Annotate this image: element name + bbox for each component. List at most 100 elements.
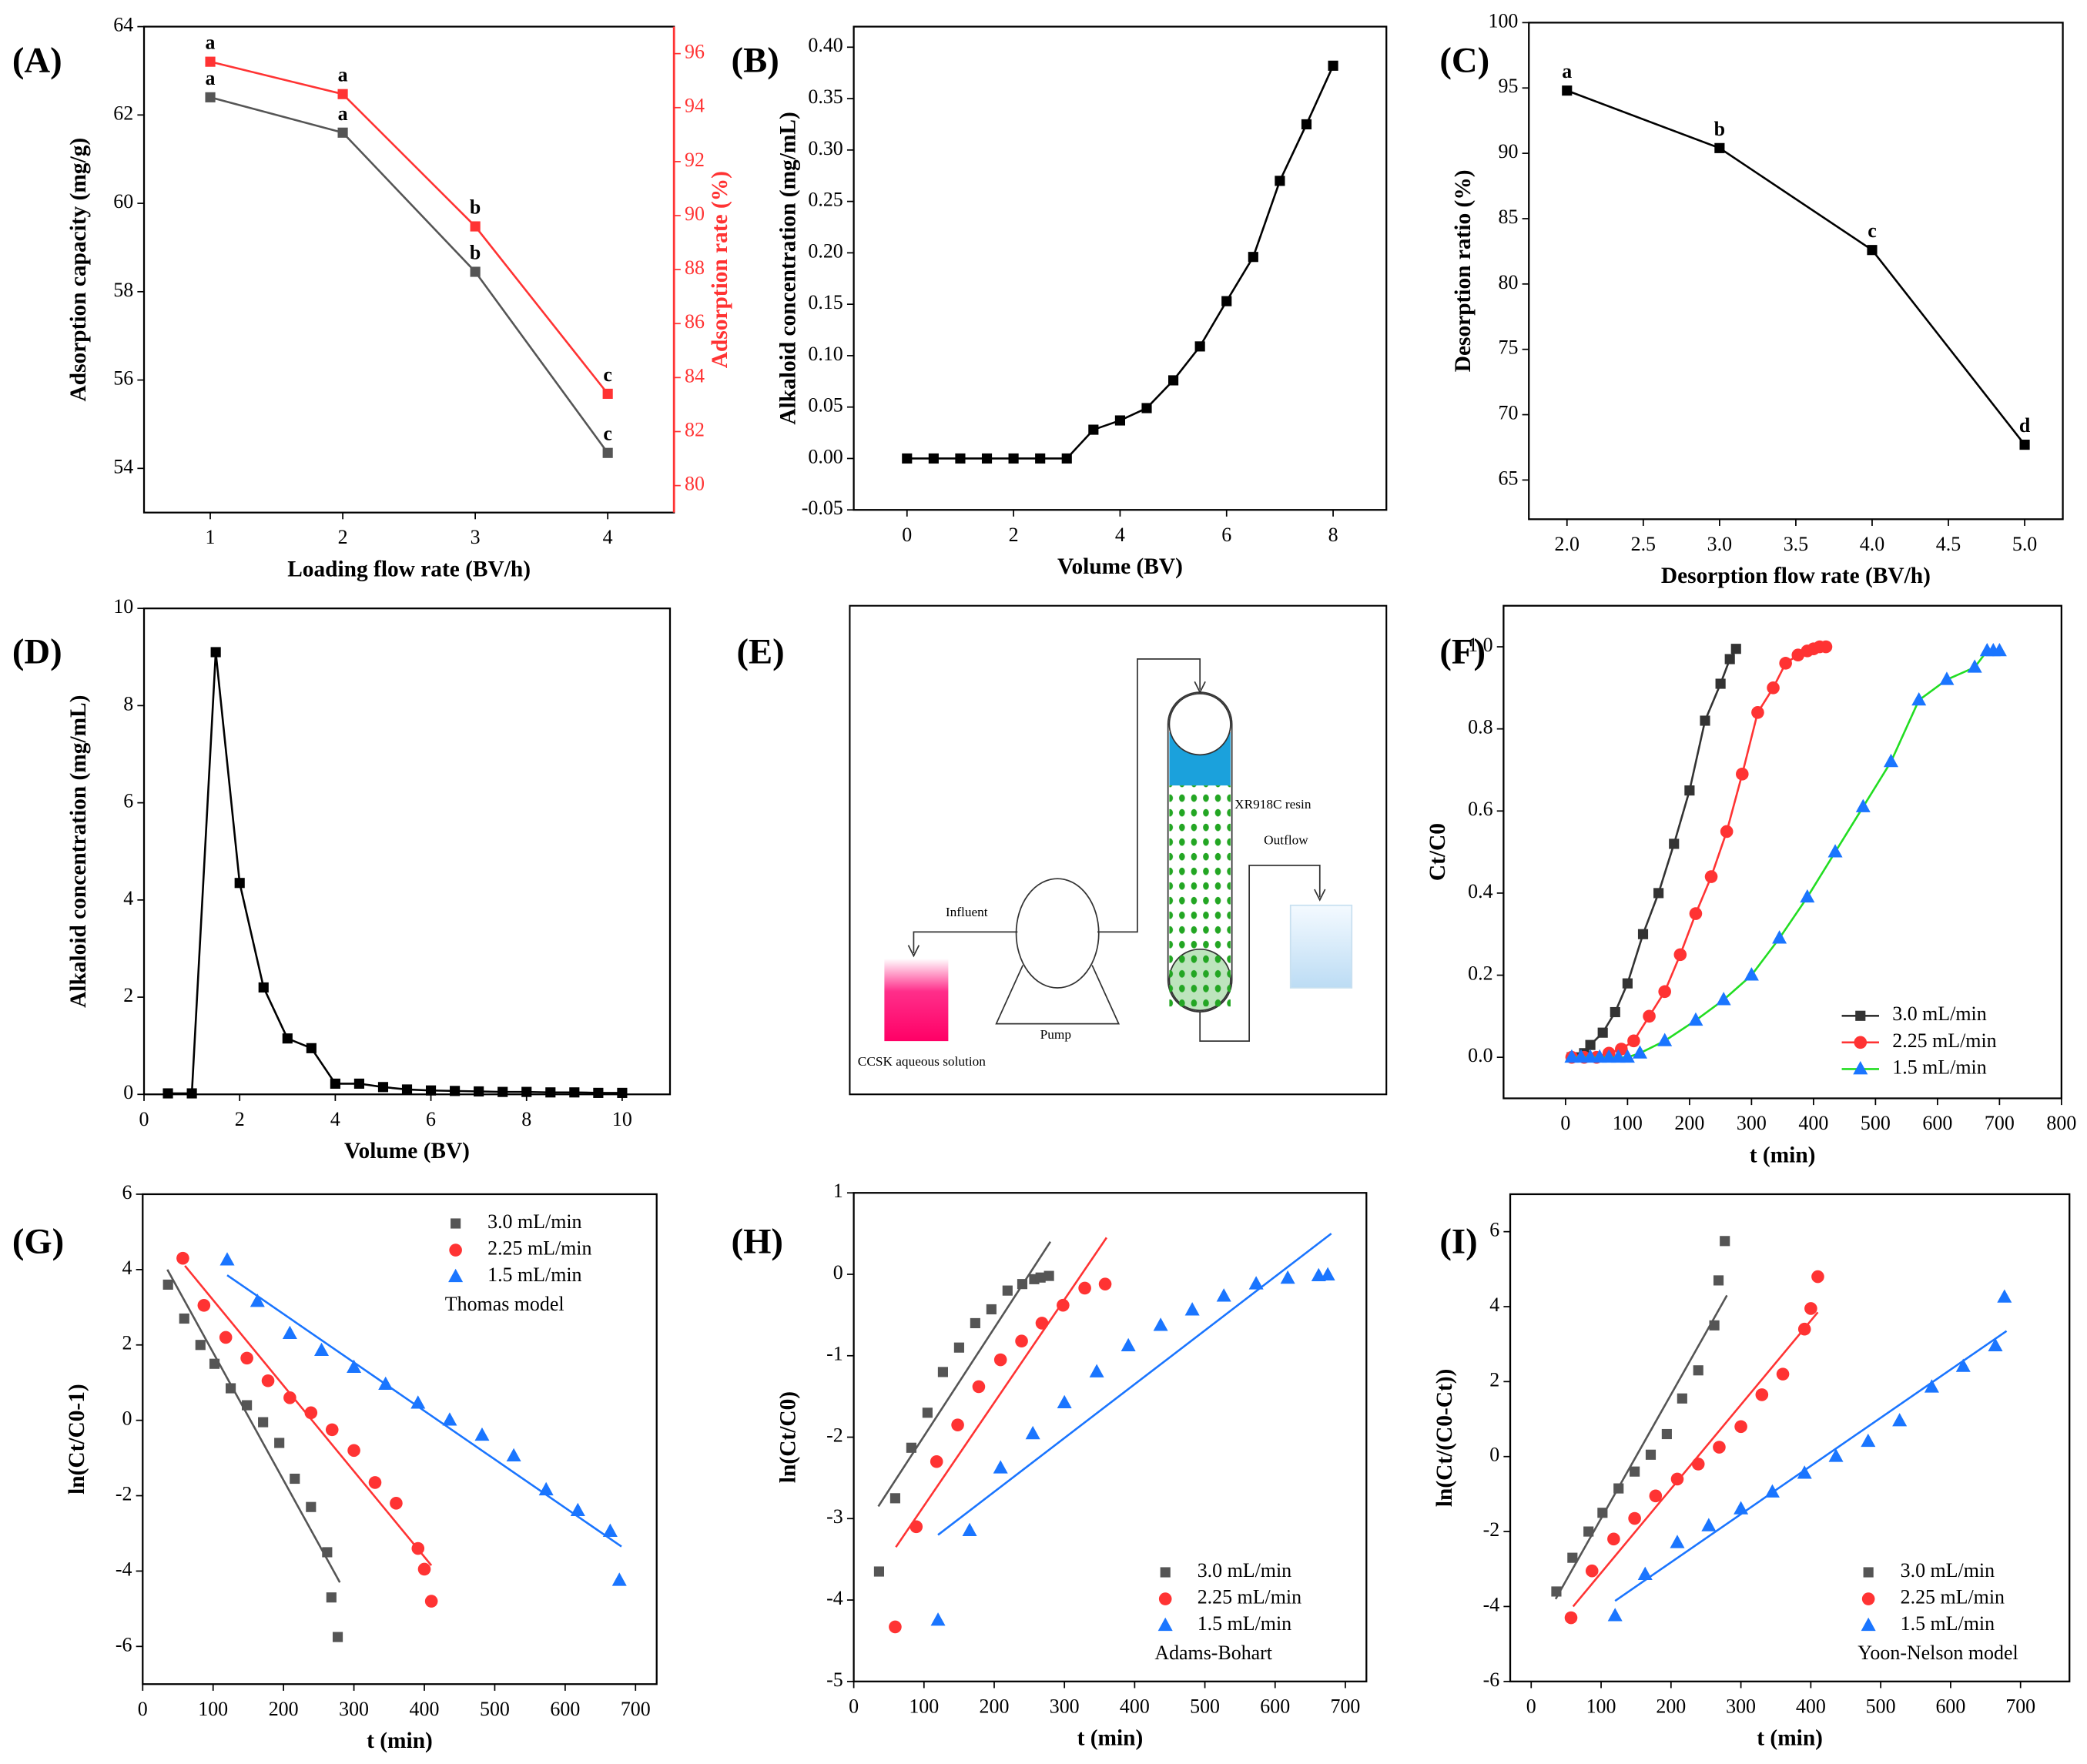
y-tick-label: 0.8 [1468, 716, 1492, 738]
x-tick-label: 800 [2046, 1112, 2076, 1134]
y-tick-label: 0.30 [808, 137, 843, 159]
marker [538, 1481, 554, 1496]
plot-frame [1528, 22, 2064, 520]
marker [205, 92, 216, 102]
marker [953, 1342, 964, 1353]
x-axis-label: Volume (BV) [1057, 554, 1183, 579]
y-tick-label: 0.40 [808, 34, 843, 56]
marker [1221, 296, 1232, 306]
marker [1627, 1034, 1640, 1048]
marker [1562, 85, 1573, 96]
marker [1992, 642, 2007, 657]
x-tick-label: 3.5 [1784, 533, 1808, 555]
marker [1804, 1302, 1817, 1315]
marker [1670, 1472, 1684, 1486]
significance-letter: b [470, 241, 481, 263]
marker [1248, 1276, 1264, 1290]
marker [1564, 1611, 1578, 1625]
y-tick-label: 0 [123, 1081, 133, 1103]
x-axis-label: t (min) [1750, 1143, 1816, 1167]
pipe-outflow [1199, 865, 1321, 1042]
legend-marker [1157, 1617, 1173, 1632]
marker [955, 453, 966, 464]
marker [1583, 1049, 1598, 1063]
marker [1673, 948, 1687, 962]
x-tick-label: 700 [621, 1698, 651, 1720]
marker [470, 221, 481, 232]
panel-label: (D) [12, 631, 62, 671]
marker [1141, 403, 1152, 413]
marker [1709, 1320, 1720, 1331]
marker [378, 1376, 394, 1391]
marker [951, 1418, 964, 1431]
marker [1955, 1358, 1971, 1372]
x-tick-label: 100 [909, 1695, 939, 1717]
x-tick-label: 0 [902, 524, 912, 546]
y-tick-label: -2 [1483, 1518, 1500, 1541]
marker [1827, 844, 1843, 858]
x-tick-label: 700 [2005, 1695, 2035, 1717]
marker [1967, 659, 1982, 673]
x-tick-label: 400 [1798, 1112, 1828, 1134]
marker [1194, 341, 1205, 352]
panel-label: (A) [12, 41, 62, 81]
marker [1622, 978, 1633, 989]
x-tick-label: 2 [338, 526, 348, 548]
x-tick-label: 500 [1861, 1112, 1891, 1134]
y-axis-label: ln(Ct/(C0-Ct)) [1432, 1369, 1457, 1507]
y2-tick-label: 96 [685, 41, 705, 63]
legend-marker [1854, 1036, 1868, 1049]
y-tick-label: 4 [1489, 1294, 1499, 1316]
marker [1002, 1285, 1013, 1296]
marker [570, 1502, 585, 1517]
marker [1620, 1049, 1635, 1063]
significance-letter: b [470, 196, 481, 219]
legend-marker [448, 1268, 464, 1283]
significance-letter: b [1714, 118, 1725, 140]
x-tick-label: 1 [206, 526, 216, 548]
marker [306, 1501, 317, 1512]
marker [258, 1417, 269, 1428]
y2-tick-label: 84 [685, 364, 705, 387]
y-tick-label: 0.6 [1468, 798, 1492, 820]
y-tick-label: 70 [1498, 402, 1518, 424]
marker [1797, 1322, 1811, 1336]
y-tick-label: -4 [116, 1558, 132, 1580]
marker [1734, 1420, 1747, 1434]
series-line [1571, 648, 1737, 1059]
marker [1800, 889, 1815, 903]
marker [1573, 1049, 1589, 1063]
column-top [1168, 692, 1231, 756]
y-tick-label: 64 [113, 14, 133, 36]
pump-label: Pump [1040, 1027, 1071, 1042]
marker [1275, 176, 1285, 186]
x-tick-label: 0 [138, 1698, 148, 1720]
significance-letter: a [338, 102, 348, 125]
y-tick-label: 0.2 [1468, 962, 1492, 984]
marker [1301, 119, 1312, 130]
y-tick-label: 6 [1489, 1219, 1499, 1241]
x-tick-label: 4 [603, 526, 613, 548]
x-tick-label: 4 [330, 1108, 340, 1130]
panel-label: (H) [732, 1221, 783, 1261]
marker [1720, 825, 1734, 838]
marker [1168, 375, 1179, 386]
marker [922, 1408, 933, 1418]
plot-frame [142, 1193, 658, 1685]
y-tick-label: 60 [113, 190, 133, 213]
y-axis-label: Alkaloid concentration (mg/mL) [66, 695, 91, 1008]
y-tick-label: 56 [113, 367, 133, 390]
marker [1114, 415, 1125, 426]
resin-bed [1169, 785, 1231, 959]
solution-bottle [884, 958, 949, 1042]
y-tick-label: 0.20 [808, 239, 843, 262]
marker [368, 1476, 382, 1489]
x-tick-label: 500 [1866, 1695, 1896, 1717]
marker [1911, 691, 1927, 706]
marker [1632, 1045, 1647, 1059]
significance-letter: a [206, 32, 216, 54]
marker [1597, 1027, 1608, 1038]
marker [1078, 1281, 1091, 1295]
